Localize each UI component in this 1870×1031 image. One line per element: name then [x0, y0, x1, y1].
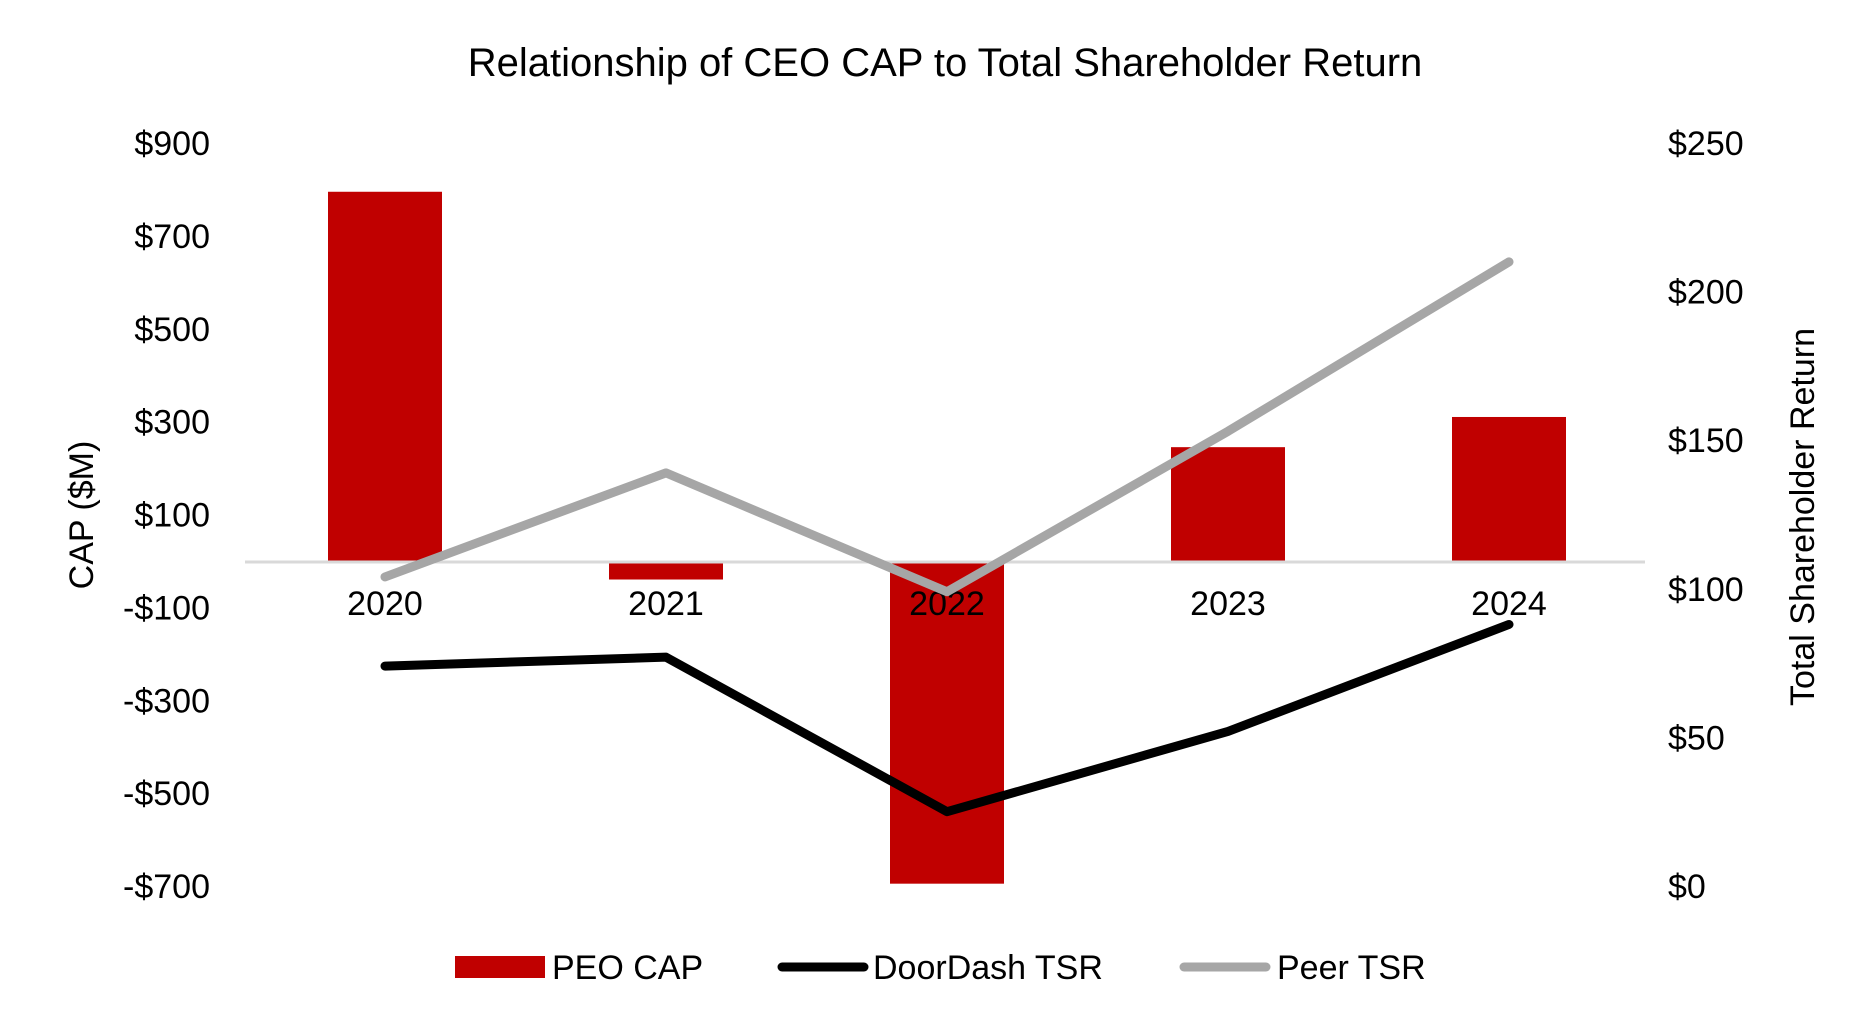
right-axis: $250 $200 $150 $100 $50 $0 — [1668, 125, 1744, 906]
left-tick-label: -$100 — [123, 589, 210, 627]
legend-label: DoorDash TSR — [873, 949, 1103, 987]
left-tick-label: $700 — [134, 218, 210, 256]
category-label: 2024 — [1471, 585, 1547, 623]
right-tick-label: $200 — [1668, 274, 1744, 312]
bar-2022 — [890, 560, 1004, 884]
left-tick-label: $500 — [134, 311, 210, 349]
category-label: 2023 — [1190, 585, 1266, 623]
bar-2020 — [328, 191, 442, 561]
bar-2023 — [1171, 447, 1285, 561]
left-tick-label: $900 — [134, 125, 210, 163]
left-tick-label: -$500 — [123, 775, 210, 813]
line-series — [380, 257, 1514, 817]
bar-2021 — [609, 560, 723, 580]
legend: PEO CAP DoorDash TSR Peer TSR — [455, 949, 1426, 987]
bar-series — [328, 191, 1566, 884]
right-tick-label: $250 — [1668, 125, 1744, 163]
line-doordash-tsr — [380, 619, 1514, 817]
bar-2024 — [1452, 416, 1566, 561]
right-tick-label: $50 — [1668, 719, 1725, 757]
legend-swatch-peo-cap — [455, 956, 545, 978]
left-tick-label: -$700 — [123, 868, 210, 906]
right-axis-label: Total Shareholder Return — [1784, 328, 1822, 706]
right-tick-label: $0 — [1668, 868, 1706, 906]
right-tick-label: $150 — [1668, 422, 1744, 460]
line-peer-tsr — [380, 257, 1514, 597]
category-label: 2021 — [628, 585, 704, 623]
left-axis: $900 $700 $500 $300 $100 -$100 -$300 -$500 -$700 — [123, 125, 210, 906]
category-label: 2020 — [347, 585, 423, 623]
right-tick-label: $100 — [1668, 571, 1744, 609]
left-tick-label: -$300 — [123, 682, 210, 720]
legend-label: PEO CAP — [552, 949, 703, 987]
left-tick-label: $100 — [134, 497, 210, 535]
left-tick-label: $300 — [134, 404, 210, 442]
legend-label: Peer TSR — [1277, 949, 1426, 987]
left-axis-label: CAP ($M) — [63, 441, 101, 590]
chart-title: Relationship of CEO CAP to Total Shareho… — [468, 41, 1423, 85]
